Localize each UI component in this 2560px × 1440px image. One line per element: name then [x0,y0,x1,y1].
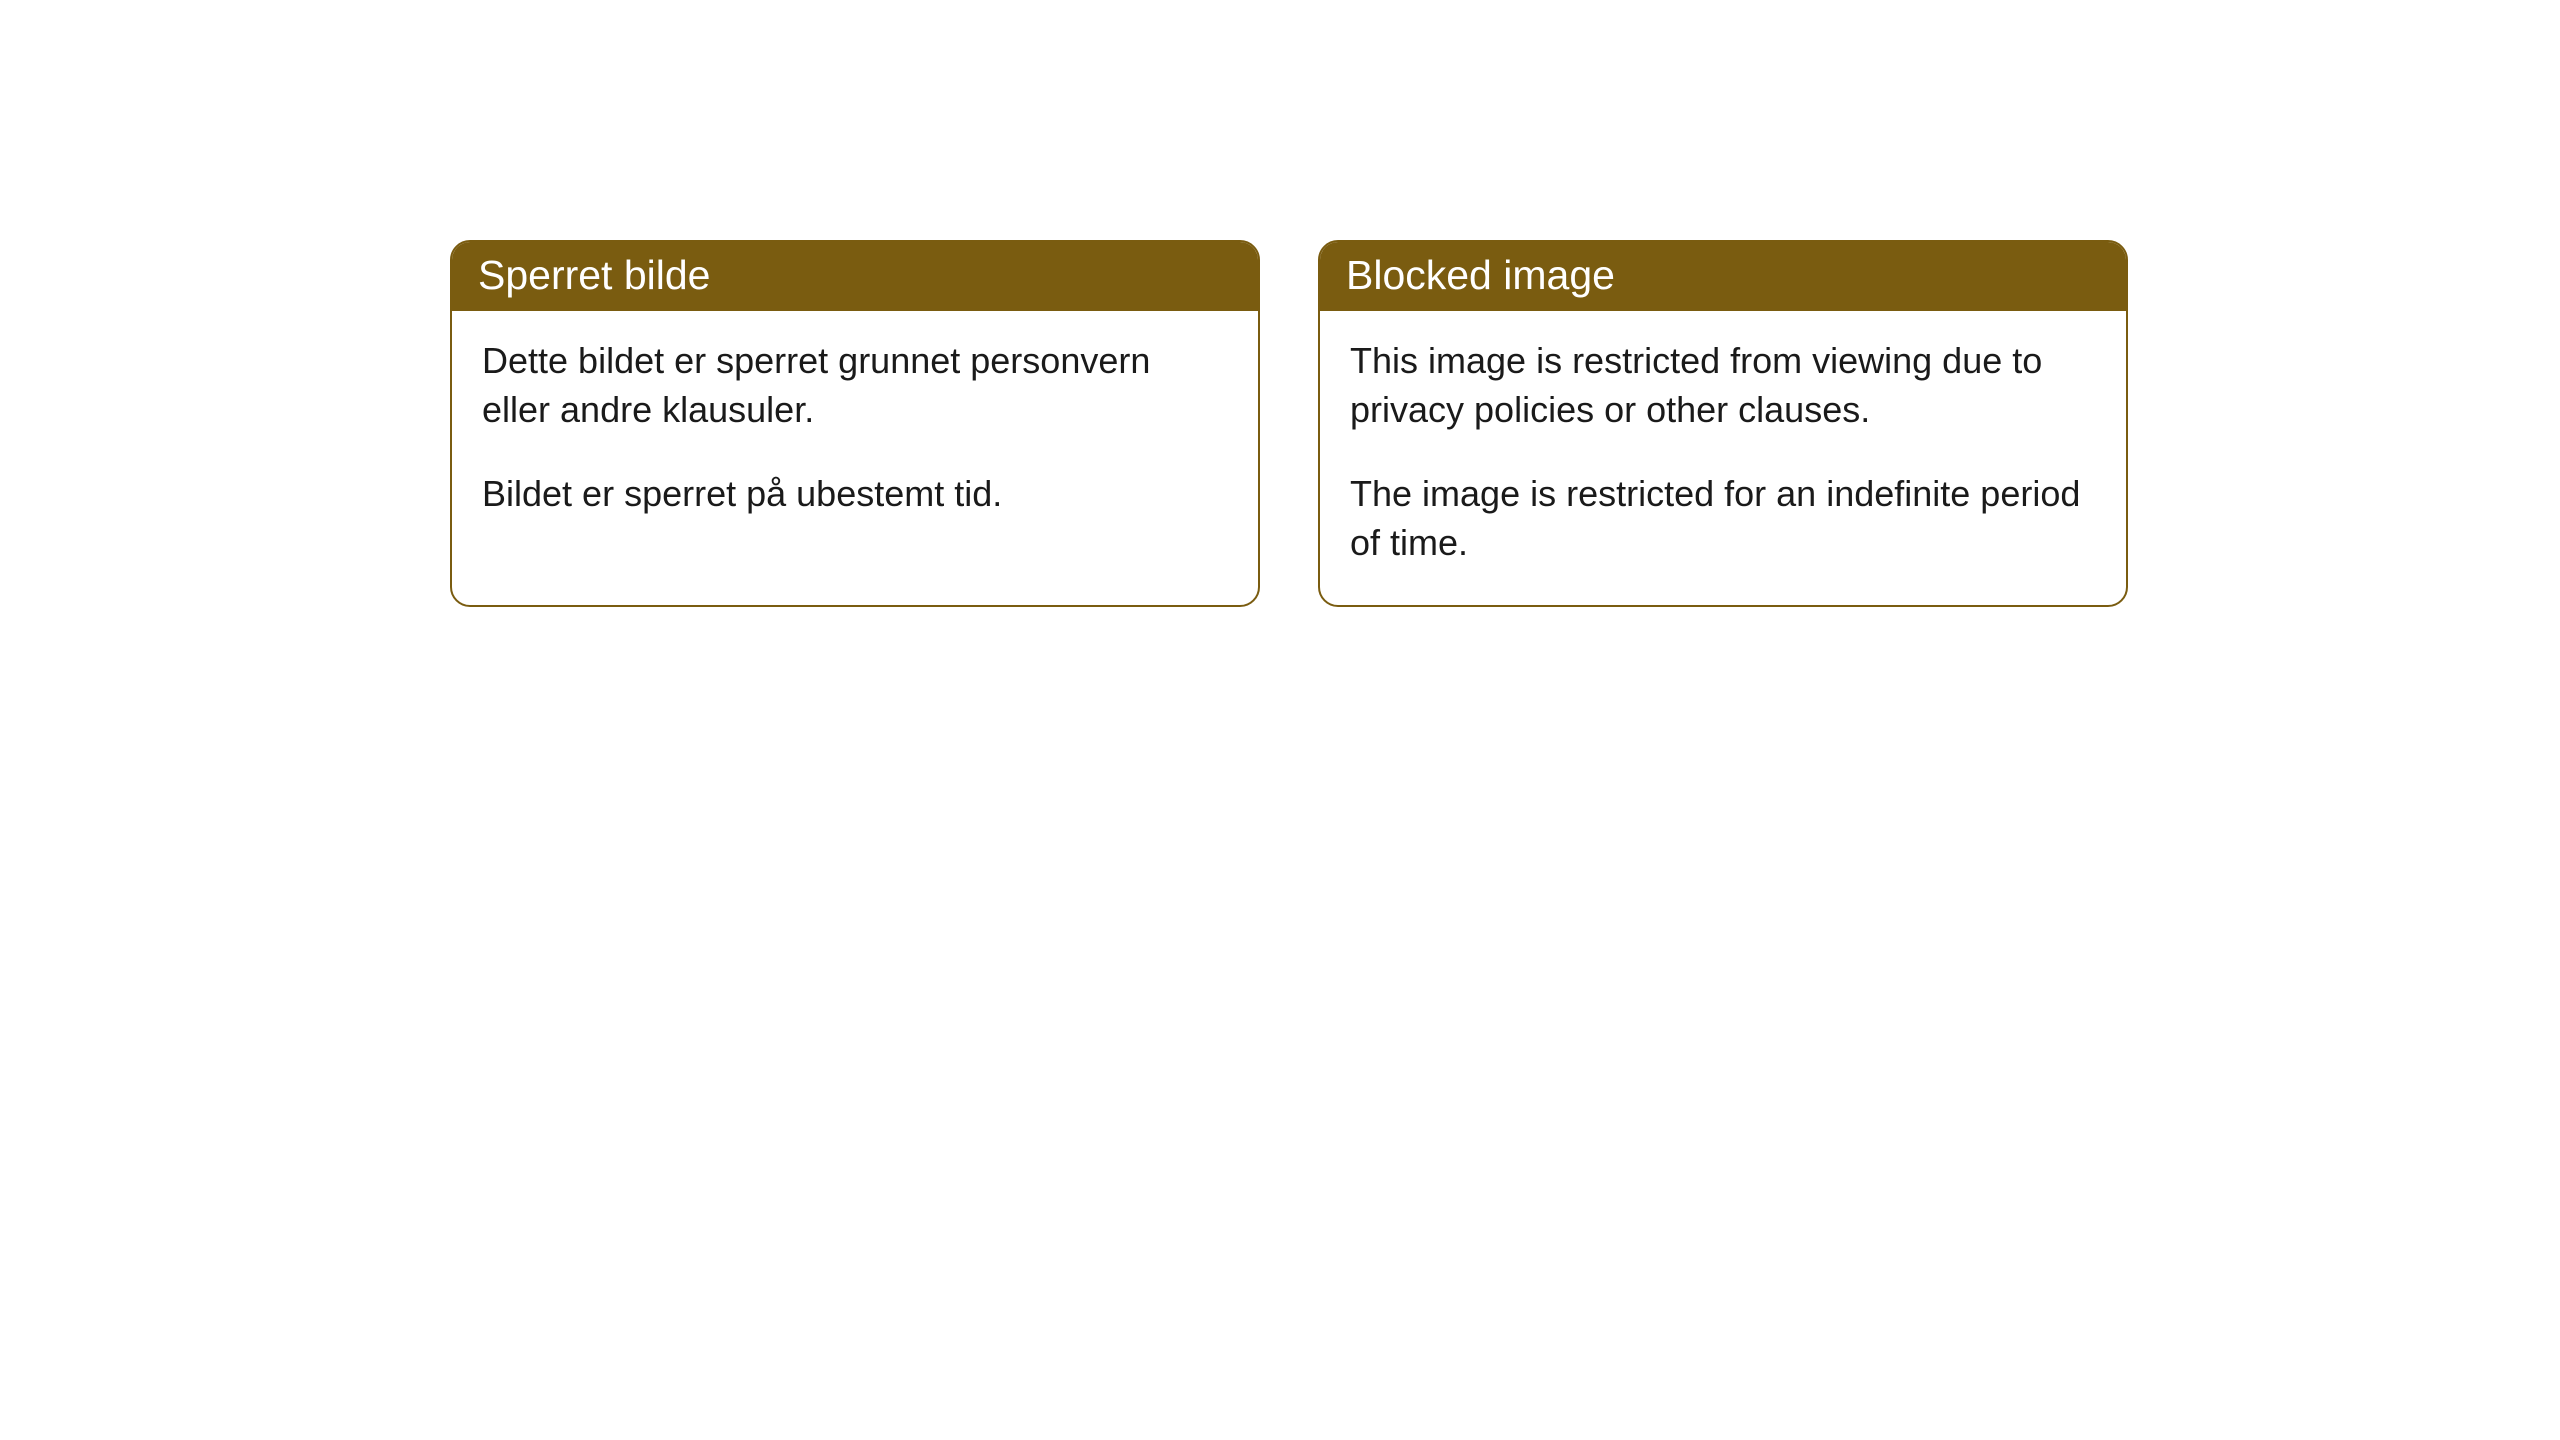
card-paragraph-1: This image is restricted from viewing du… [1350,337,2096,434]
card-body: Dette bildet er sperret grunnet personve… [452,311,1258,557]
blocked-image-card-en: Blocked image This image is restricted f… [1318,240,2128,607]
card-body: This image is restricted from viewing du… [1320,311,2126,605]
card-header: Sperret bilde [452,242,1258,311]
card-paragraph-2: Bildet er sperret på ubestemt tid. [482,470,1228,519]
card-title: Blocked image [1346,252,1615,298]
blocked-image-card-no: Sperret bilde Dette bildet er sperret gr… [450,240,1260,607]
cards-container: Sperret bilde Dette bildet er sperret gr… [0,0,2560,607]
card-title: Sperret bilde [478,252,710,298]
card-header: Blocked image [1320,242,2126,311]
card-paragraph-2: The image is restricted for an indefinit… [1350,470,2096,567]
card-paragraph-1: Dette bildet er sperret grunnet personve… [482,337,1228,434]
